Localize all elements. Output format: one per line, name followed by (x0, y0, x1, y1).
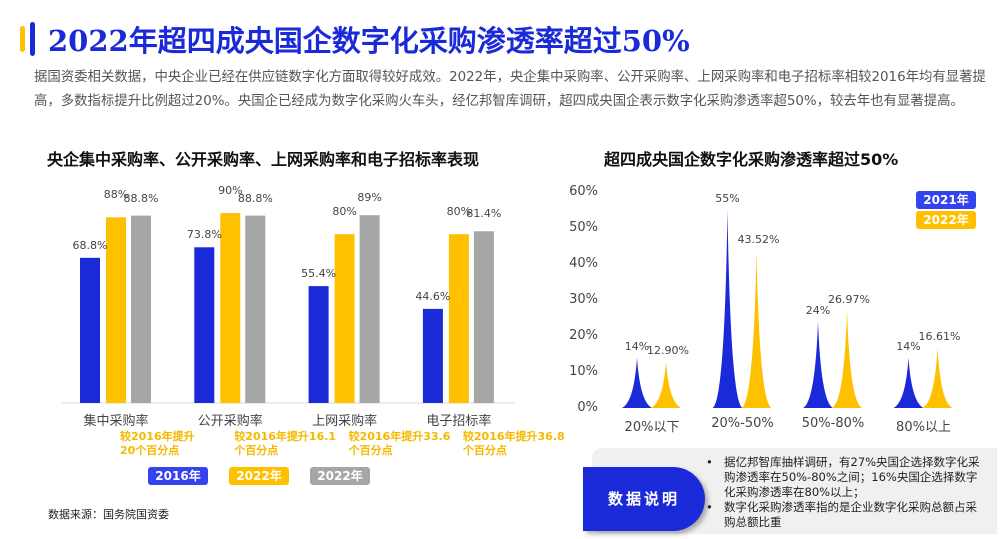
bar (131, 215, 151, 403)
data-label: 88.8% (123, 191, 159, 205)
bar (106, 217, 126, 403)
data-label: 24% (805, 303, 831, 317)
data-label: 14% (624, 339, 650, 353)
spike-bar (622, 357, 652, 408)
spike-bar (803, 321, 833, 408)
annotation-line: 较2016年提升 (120, 430, 195, 443)
y-tick-label: 0% (577, 400, 598, 415)
annotation-line: 较2016年提升16.1 (234, 430, 337, 443)
spike-bar (741, 251, 772, 408)
annotation-line: 20个百分点 (120, 444, 180, 457)
data-label: 88% (103, 188, 129, 202)
data-label: 90% (218, 184, 243, 198)
y-tick-label: 10% (569, 364, 598, 379)
spike-bar (922, 348, 953, 408)
right-chart-title: 超四成央国企数字化采购渗透率超过50% (604, 150, 899, 169)
intro-paragraph: 据国资委相关数据，中央企业已经在供应链数字化方面取得较好成效。2022年，央企集… (34, 70, 986, 109)
data-label: 55.4% (301, 267, 337, 281)
bar (308, 286, 329, 403)
note-label: 数据说明 (583, 467, 705, 531)
bar (194, 247, 215, 403)
spike-bar (712, 210, 743, 408)
bar (473, 231, 494, 403)
data-label: 88.8% (237, 191, 273, 205)
title-accent-blue (30, 22, 35, 56)
data-label: 89% (357, 191, 382, 205)
x-tick-label: 公开采购率 (197, 414, 263, 429)
data-label: 44.6% (415, 289, 451, 303)
annotation-line: 较2016年提升36.8 (462, 430, 565, 443)
data-label: 80% (446, 205, 472, 219)
y-tick-label: 50% (569, 220, 598, 235)
note-item: 数字化采购渗透率指的是企业数字化采购总额占采购总额比重 (706, 500, 982, 530)
data-label: 14% (896, 339, 921, 353)
annotation-line: 较2016年提升33.6 (348, 430, 451, 443)
x-tick-label: 80%以上 (896, 420, 951, 435)
data-label: 81.4% (466, 207, 502, 221)
bar (359, 215, 380, 403)
note-list: 据亿邦智库抽样调研，有27%央国企选择数字化采购渗透率在50%-80%之间；16… (706, 455, 982, 530)
data-label: 43.52% (737, 233, 780, 247)
data-label: 80% (332, 205, 357, 219)
data-label: 73.8% (186, 228, 222, 242)
data-label: 55% (715, 192, 740, 205)
spike-bar (893, 357, 924, 408)
annotation: 较2016年提升36.8 个百分点 (463, 430, 565, 458)
y-tick-label: 20% (569, 328, 598, 343)
bar (422, 308, 443, 403)
y-tick-label: 40% (569, 256, 598, 271)
x-tick-label: 20%-50% (711, 416, 774, 431)
y-tick-label: 30% (569, 292, 598, 307)
page-title: 2022年超四成央国企数字化采购渗透率超过50% (48, 24, 690, 58)
x-tick-label: 上网采购率 (312, 414, 378, 429)
spike-bar (832, 310, 862, 408)
bar (220, 213, 241, 403)
legend-2016: 2016年 (148, 467, 208, 485)
x-tick-label: 20%以下 (624, 420, 680, 435)
data-label: 26.97% (828, 292, 870, 306)
bar (448, 234, 469, 403)
legend-2022-yellow: 2022年 (229, 467, 289, 485)
left-chart-title: 央企集中采购率、公开采购率、上网采购率和电子招标率表现 (47, 150, 480, 169)
annotation-line: 个百分点 (348, 444, 393, 457)
x-tick-label: 50%-80% (801, 416, 865, 431)
bar (80, 257, 100, 403)
bar (334, 234, 355, 403)
annotation: 较2016年提升16.1 个百分点 (234, 430, 336, 458)
data-label: 12.90% (647, 343, 689, 357)
legend-2022-gray: 2022年 (310, 467, 370, 485)
annotation: 较2016年提升 20个百分点 (120, 430, 195, 458)
note-item: 据亿邦智库抽样调研，有27%央国企选择数字化采购渗透率在50%-80%之间；16… (706, 455, 982, 500)
x-tick-label: 电子招标率 (426, 414, 492, 429)
y-tick-label: 60% (569, 184, 598, 199)
title-accent-yellow (20, 26, 25, 52)
legend-2021: 2021年 (916, 191, 976, 209)
annotation: 较2016年提升33.6 个百分点 (349, 430, 451, 458)
spike-bar (651, 361, 681, 408)
legend-2022: 2022年 (916, 211, 976, 229)
annotation-line: 个百分点 (234, 444, 279, 457)
bar (245, 215, 266, 403)
data-label: 68.8% (72, 238, 108, 252)
data-source: 数据来源：国务院国资委 (48, 508, 169, 521)
annotation-line: 个百分点 (462, 444, 507, 457)
data-label: 16.61% (918, 330, 961, 344)
x-tick-label: 集中采购率 (83, 414, 149, 429)
